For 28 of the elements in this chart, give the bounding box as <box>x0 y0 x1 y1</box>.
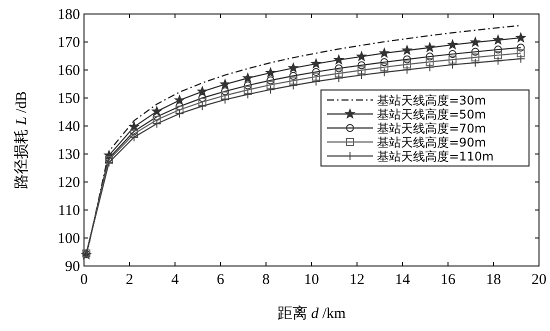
x-tick-label: 0 <box>80 272 88 288</box>
x-tick-label: 8 <box>262 272 270 288</box>
x-tick-label: 20 <box>532 272 546 288</box>
x-tick-label: 12 <box>350 272 364 288</box>
x-tick-label: 2 <box>126 272 134 288</box>
y-tick-label: 170 <box>58 35 80 51</box>
y-tick-label: 180 <box>58 7 80 23</box>
y-tick-label: 150 <box>58 91 80 107</box>
legend-label: 基站天线高度=30m <box>377 94 486 108</box>
x-tick-label: 14 <box>395 272 410 288</box>
legend-label: 基站天线高度=90m <box>377 136 486 150</box>
x-tick-label: 18 <box>486 272 501 288</box>
x-tick-label: 6 <box>216 272 225 288</box>
x-tick-label: 16 <box>440 272 456 288</box>
legend-label: 基站天线高度=110m <box>377 150 494 164</box>
y-axis-title: 路径损耗 L /dB <box>13 91 30 189</box>
y-tick-label: 100 <box>58 231 80 247</box>
y-tick-label: 110 <box>58 203 80 219</box>
x-axis-title: 距离 d /km <box>277 305 346 322</box>
legend-label: 基站天线高度=70m <box>377 122 486 136</box>
y-tick-label: 90 <box>65 259 80 275</box>
y-tick-label: 130 <box>58 147 80 163</box>
x-tick-label: 10 <box>304 272 319 288</box>
x-tick-label: 4 <box>171 272 180 288</box>
y-tick-label: 160 <box>58 63 80 79</box>
y-tick-label: 140 <box>58 119 80 135</box>
y-tick-label: 120 <box>58 175 80 191</box>
legend-label: 基站天线高度=50m <box>377 108 486 122</box>
